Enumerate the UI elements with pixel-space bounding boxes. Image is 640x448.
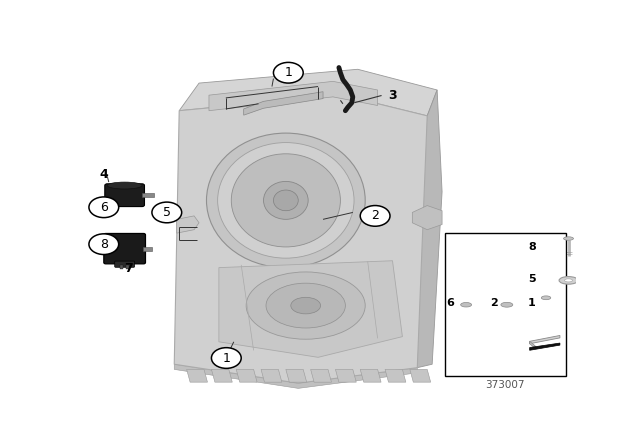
- FancyBboxPatch shape: [115, 261, 134, 267]
- Ellipse shape: [541, 296, 551, 300]
- Polygon shape: [236, 370, 257, 382]
- Text: 6: 6: [447, 298, 454, 308]
- Polygon shape: [209, 82, 378, 111]
- Text: 5: 5: [529, 274, 536, 284]
- Text: 4: 4: [99, 168, 108, 181]
- Polygon shape: [310, 370, 332, 382]
- Polygon shape: [179, 69, 437, 116]
- Circle shape: [152, 202, 182, 223]
- Ellipse shape: [291, 297, 321, 314]
- Ellipse shape: [501, 302, 513, 307]
- Polygon shape: [261, 370, 282, 382]
- Circle shape: [89, 197, 118, 218]
- Ellipse shape: [266, 283, 346, 328]
- Ellipse shape: [218, 142, 354, 258]
- Text: 1: 1: [284, 66, 292, 79]
- Text: 1: 1: [222, 352, 230, 365]
- FancyBboxPatch shape: [105, 184, 145, 207]
- Circle shape: [211, 348, 241, 368]
- Text: 3: 3: [388, 89, 397, 102]
- Polygon shape: [187, 370, 207, 382]
- Circle shape: [360, 206, 390, 226]
- FancyBboxPatch shape: [104, 233, 145, 264]
- Bar: [142, 193, 154, 197]
- Text: 7: 7: [124, 262, 133, 275]
- Text: 373007: 373007: [486, 380, 525, 390]
- Polygon shape: [360, 370, 381, 382]
- Polygon shape: [177, 216, 199, 233]
- Polygon shape: [385, 370, 406, 382]
- Polygon shape: [174, 95, 428, 383]
- Polygon shape: [410, 370, 431, 382]
- Text: 2: 2: [371, 209, 379, 222]
- Bar: [445, 233, 566, 376]
- Polygon shape: [530, 343, 560, 350]
- Polygon shape: [244, 92, 323, 115]
- Polygon shape: [417, 90, 442, 368]
- Polygon shape: [412, 206, 442, 230]
- Text: 8: 8: [100, 238, 108, 251]
- Bar: [126, 264, 129, 269]
- Ellipse shape: [564, 279, 572, 282]
- Circle shape: [273, 62, 303, 83]
- Circle shape: [89, 234, 118, 254]
- Text: 6: 6: [100, 201, 108, 214]
- Polygon shape: [219, 261, 403, 358]
- Ellipse shape: [564, 237, 573, 240]
- Ellipse shape: [264, 181, 308, 220]
- Bar: [120, 264, 123, 269]
- Ellipse shape: [559, 276, 578, 284]
- Ellipse shape: [273, 190, 298, 211]
- Polygon shape: [211, 370, 232, 382]
- Text: 1: 1: [528, 298, 536, 308]
- Text: 2: 2: [490, 298, 497, 308]
- Ellipse shape: [108, 182, 142, 189]
- Polygon shape: [286, 370, 307, 382]
- Polygon shape: [174, 364, 417, 388]
- Polygon shape: [335, 370, 356, 382]
- Text: 5: 5: [163, 206, 171, 219]
- Polygon shape: [530, 336, 560, 344]
- Ellipse shape: [207, 133, 365, 267]
- Ellipse shape: [231, 154, 340, 247]
- Ellipse shape: [461, 302, 472, 307]
- Polygon shape: [530, 341, 535, 348]
- Bar: [143, 247, 152, 251]
- Ellipse shape: [246, 272, 365, 339]
- Text: 8: 8: [529, 242, 536, 252]
